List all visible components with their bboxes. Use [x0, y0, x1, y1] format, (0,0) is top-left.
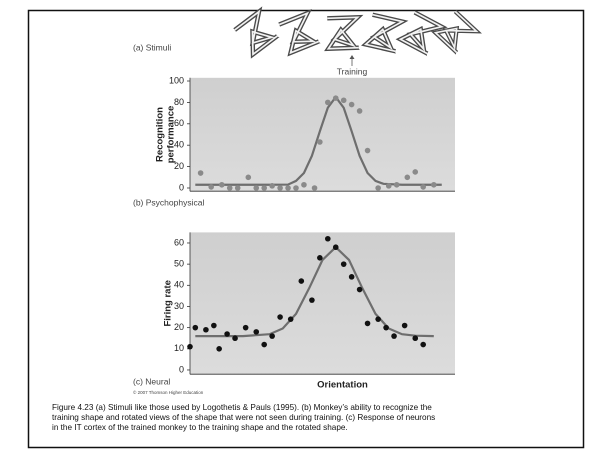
- fit-curve: [195, 245, 434, 338]
- y-axis-label: Recognition: [155, 107, 166, 162]
- training-label: Training: [337, 66, 368, 76]
- data-point: [187, 343, 193, 350]
- training-arrow-head: [349, 55, 355, 59]
- stimuli-label: (a) Stimuli: [133, 42, 171, 52]
- data-point: [287, 316, 294, 322]
- caption-line: Figure 4.23 (a) Stimuli like those used …: [52, 403, 432, 412]
- data-point: [242, 324, 249, 331]
- y-tick-label: 100: [169, 75, 184, 85]
- slide-frame: [27, 9, 585, 449]
- data-point: [253, 185, 260, 191]
- y-axis-label: performance: [166, 106, 177, 164]
- data-point: [340, 261, 347, 267]
- data-point: [325, 99, 331, 106]
- y-tick-label: 10: [174, 343, 184, 353]
- data-point: [301, 181, 307, 188]
- data-point: [269, 333, 275, 339]
- data-point: [356, 286, 363, 293]
- data-point: [401, 322, 408, 329]
- y-tick-label: 60: [174, 237, 184, 247]
- data-point: [332, 244, 339, 251]
- data-point: [317, 139, 323, 145]
- data-point: [226, 185, 233, 191]
- caption-line: in the IT cortex of the trained monkey t…: [52, 423, 348, 432]
- data-point: [404, 174, 411, 181]
- data-point: [234, 185, 241, 191]
- data-point: [420, 184, 427, 190]
- data-point: [348, 274, 355, 280]
- data-point: [245, 174, 252, 181]
- data-point: [364, 147, 371, 154]
- y-tick-label: 20: [174, 322, 184, 332]
- data-point: [393, 181, 400, 188]
- data-point: [309, 297, 315, 303]
- data-point: [356, 108, 363, 114]
- data-point: [211, 322, 217, 329]
- data-point: [232, 335, 238, 342]
- data-point: [348, 101, 355, 108]
- copyright: © 2007 Thomson Higher Education: [133, 389, 204, 395]
- y-tick-label: 40: [174, 280, 184, 290]
- data-point: [192, 324, 199, 331]
- data-point: [208, 184, 214, 190]
- data-point: [197, 170, 204, 176]
- data-point: [391, 333, 397, 339]
- data-point: [375, 316, 381, 322]
- data-point: [293, 185, 299, 191]
- y-tick-label: 50: [174, 259, 184, 269]
- caption-line: training shape and rotated views of the …: [52, 413, 435, 422]
- panel-label: (c) Neural: [133, 376, 170, 386]
- y-tick-label: 60: [174, 118, 184, 128]
- data-point: [253, 329, 260, 335]
- y-axis-label: Firing rate: [163, 280, 174, 326]
- data-point: [269, 183, 275, 189]
- y-tick-label: 40: [174, 140, 184, 150]
- data-point: [412, 335, 419, 342]
- data-point: [285, 185, 291, 191]
- data-point: [317, 254, 323, 261]
- data-point: [224, 331, 230, 337]
- data-point: [340, 97, 347, 104]
- data-point: [383, 324, 389, 331]
- y-tick-label: 20: [174, 161, 184, 171]
- data-point: [325, 235, 331, 242]
- data-point: [431, 181, 437, 188]
- data-point: [412, 169, 419, 175]
- data-point: [219, 181, 225, 188]
- plot-area: [190, 232, 455, 375]
- plot-area: [190, 77, 455, 192]
- y-tick-label: 80: [174, 97, 184, 107]
- y-tick-label: 0: [179, 182, 184, 192]
- x-axis-label: Orientation: [317, 380, 368, 391]
- data-point: [203, 326, 209, 333]
- data-point: [332, 95, 339, 101]
- data-point: [277, 185, 283, 191]
- data-point: [385, 183, 392, 189]
- data-point: [364, 320, 371, 327]
- data-point: [261, 185, 268, 191]
- data-point: [420, 341, 427, 348]
- data-point: [261, 341, 268, 348]
- data-point: [298, 278, 305, 284]
- data-point: [311, 185, 318, 191]
- data-point: [277, 314, 283, 320]
- panel-label: (b) Psychophysical: [133, 197, 204, 207]
- y-tick-label: 30: [174, 301, 184, 311]
- y-tick-label: 0: [179, 364, 184, 374]
- data-point: [216, 346, 222, 352]
- data-point: [375, 185, 381, 191]
